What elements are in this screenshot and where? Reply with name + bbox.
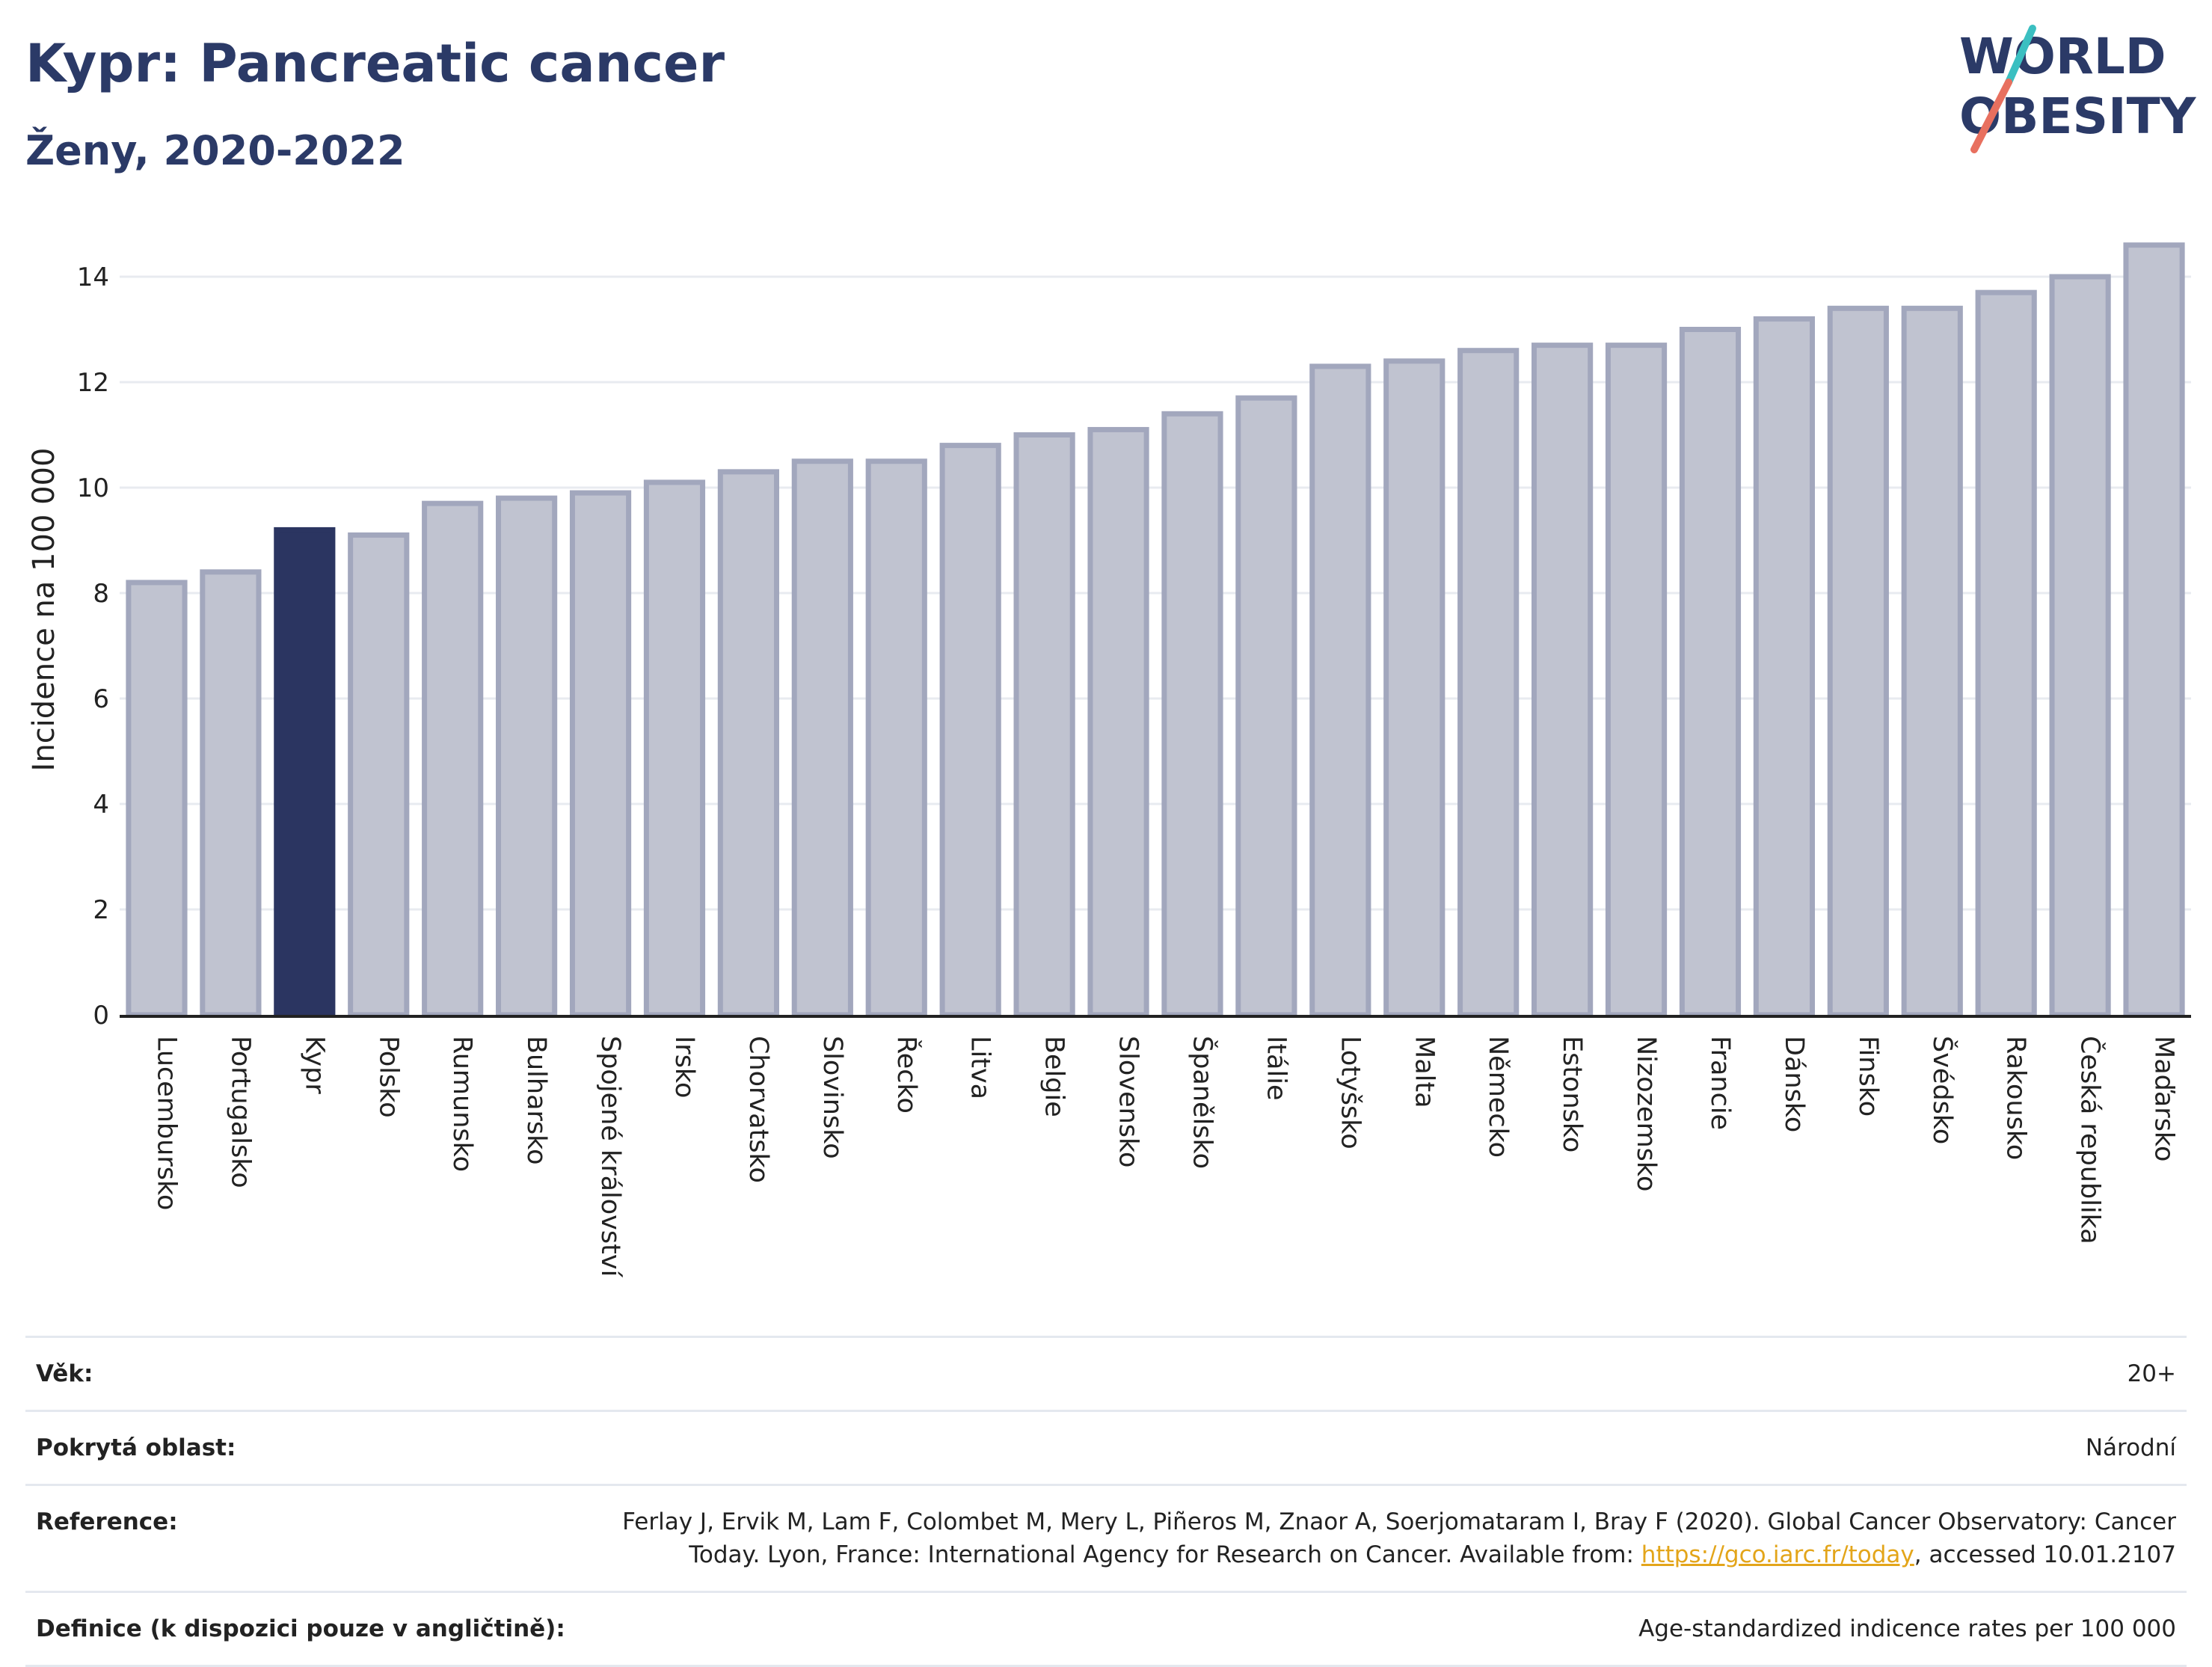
bar-6: [569, 490, 632, 1018]
meta-key: Pokrytá oblast:: [36, 1434, 236, 1461]
y-tick-label: 14: [77, 263, 109, 292]
x-tick-label: Chorvatsko: [743, 1036, 773, 1183]
meta-row-reference: Reference: Ferlay J, Ervik M, Lam F, Col…: [25, 1484, 2187, 1591]
x-tick-label: Itálie: [1261, 1036, 1291, 1100]
x-tick-label: Maďarsko: [2149, 1036, 2179, 1161]
reference-text-end: , accessed 10.01.2107: [1914, 1541, 2176, 1568]
reference-text: Ferlay J, Ervik M, Lam F, Colombet M, Me…: [622, 1508, 2176, 1568]
bar-16: [1309, 363, 1371, 1018]
meta-row-age: Věk: 20+: [25, 1336, 2187, 1410]
bar-17: [1383, 358, 1446, 1018]
bar-10: [865, 458, 927, 1018]
x-tick-label: Španělsko: [1187, 1036, 1218, 1169]
y-tick-label: 0: [93, 1001, 109, 1031]
bar-15: [1235, 395, 1297, 1018]
x-tick-label: Irsko: [669, 1036, 699, 1098]
bar-24: [1901, 305, 1963, 1018]
bar-23: [1827, 305, 1889, 1018]
bar-25: [1975, 289, 2037, 1018]
bar-26: [2049, 274, 2111, 1018]
page-subtitle: Ženy, 2020-2022: [25, 127, 405, 174]
x-tick-label: Slovinsko: [817, 1036, 847, 1159]
bar-14: [1161, 411, 1223, 1018]
meta-value: Národní: [2085, 1434, 2176, 1461]
x-tick-label: Rumunsko: [447, 1036, 477, 1172]
x-tick-label: Malta: [1409, 1036, 1439, 1108]
bar-20: [1605, 343, 1668, 1018]
y-tick-label: 8: [93, 579, 109, 609]
chart-bars: [126, 242, 2185, 1018]
bar-27: [2123, 242, 2185, 1018]
bar-21: [1679, 327, 1742, 1018]
x-tick-label: Estonsko: [1557, 1036, 1587, 1152]
meta-key: Definice (k dispozici pouze v angličtině…: [36, 1615, 565, 1642]
x-tick-label: Německo: [1483, 1036, 1513, 1158]
x-tick-label: Dánsko: [1779, 1036, 1809, 1132]
x-tick-label: Belgie: [1039, 1036, 1069, 1117]
x-tick-label: Portugalsko: [225, 1036, 255, 1188]
bar-1: [200, 569, 262, 1018]
x-tick-label: Lotyšsko: [1335, 1036, 1365, 1149]
y-tick-label: 10: [77, 473, 109, 503]
bar-7: [643, 479, 706, 1018]
bar-chart: 0 2 4 6 8 10 12 14 Lucembursko Portugalsko Kypr Po…: [27, 242, 2191, 1278]
meta-row-area: Pokrytá oblast: Národní: [25, 1410, 2187, 1484]
meta-row-definition: Definice (k dispozici pouze v angličtině…: [25, 1591, 2187, 1667]
bar-9: [791, 458, 853, 1018]
y-tick-label: 2: [93, 895, 109, 925]
meta-key: Reference:: [36, 1508, 178, 1535]
x-tick-label: Řecko: [891, 1036, 923, 1114]
meta-value: 20+: [2127, 1360, 2176, 1387]
bar-0: [126, 580, 188, 1018]
bar-13: [1087, 426, 1149, 1018]
y-axis-label: Incidence na 100 000: [27, 448, 61, 772]
bar-19: [1531, 343, 1594, 1018]
meta-value: Age-standardized indicence rates per 100…: [1638, 1615, 2176, 1642]
bar-18: [1457, 348, 1520, 1018]
bar-4: [422, 500, 484, 1018]
meta-key: Věk:: [36, 1360, 93, 1387]
y-tick-label: 4: [93, 790, 109, 820]
x-tick-label: Litva: [965, 1036, 995, 1099]
x-tick-label: Francie: [1705, 1036, 1735, 1130]
metadata-table: Věk: 20+ Pokrytá oblast: Národní Referen…: [25, 1336, 2187, 1667]
x-tick-label: Rakousko: [2001, 1036, 2031, 1160]
x-tick-label: Slovensko: [1113, 1036, 1143, 1167]
x-tick-label: Bulharsko: [521, 1036, 551, 1165]
bar-12: [1013, 432, 1075, 1018]
y-tick-label: 12: [77, 368, 109, 398]
x-tick-label: Lucembursko: [151, 1036, 181, 1210]
x-tick-label: Česká republika: [2075, 1036, 2107, 1244]
x-tick-label: Švédsko: [1927, 1036, 1958, 1144]
bar-2: [274, 526, 336, 1018]
bar-5: [496, 495, 558, 1018]
y-axis-ticks: 0 2 4 6 8 10 12 14: [77, 263, 109, 1031]
svg-text:WORLD: WORLD: [1959, 28, 2166, 85]
y-tick-label: 6: [93, 684, 109, 714]
bar-22: [1753, 316, 1815, 1018]
reference-link[interactable]: https://gco.iarc.fr/today: [1641, 1541, 1914, 1568]
bar-8: [717, 469, 779, 1018]
meta-value: Ferlay J, Ervik M, Lam F, Colombet M, Me…: [568, 1505, 2176, 1571]
x-tick-label: Finsko: [1853, 1036, 1883, 1117]
x-axis-labels: Lucembursko Portugalsko Kypr Polsko Rumunsko…: [151, 1036, 2178, 1278]
bar-11: [939, 443, 1001, 1018]
x-tick-label: Polsko: [373, 1036, 403, 1118]
world-obesity-logo: WORLD OBESITY: [1959, 25, 2197, 153]
page-title: Kypr: Pancreatic cancer: [25, 33, 725, 94]
x-tick-label: Kypr: [299, 1036, 329, 1094]
bar-3: [348, 532, 410, 1018]
x-tick-label: Spojené království: [595, 1036, 625, 1278]
x-tick-label: Nizozemsko: [1631, 1036, 1661, 1191]
